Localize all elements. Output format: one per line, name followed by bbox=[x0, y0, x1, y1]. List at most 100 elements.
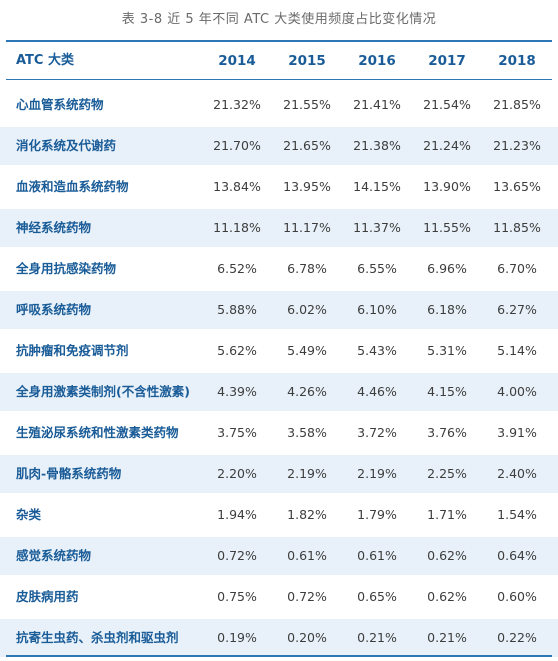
row-value: 13.65% bbox=[493, 179, 541, 194]
row-value: 1.71% bbox=[427, 507, 467, 522]
row-category: 全身用抗感染药物 bbox=[16, 261, 117, 276]
row-category: 生殖泌尿系统和性激素类药物 bbox=[16, 425, 179, 440]
row-value: 11.55% bbox=[423, 220, 471, 235]
row-value: 6.55% bbox=[357, 261, 397, 276]
row-category: 消化系统及代谢药 bbox=[16, 138, 117, 153]
row-value: 2.20% bbox=[217, 466, 257, 481]
row-value: 6.10% bbox=[357, 302, 397, 317]
row-value: 0.62% bbox=[427, 548, 467, 563]
row-value: 0.22% bbox=[497, 630, 537, 645]
row-value: 13.84% bbox=[213, 179, 261, 194]
table-header-row: ATC 大类 2014 2015 2016 2017 2018 bbox=[0, 42, 558, 80]
row-value: 4.26% bbox=[287, 384, 327, 399]
table-row: 肌肉-骨骼系统药物 2.20% 2.19% 2.19% 2.25% 2.40% bbox=[0, 455, 558, 493]
row-value: 14.15% bbox=[353, 179, 401, 194]
row-value: 3.58% bbox=[287, 425, 327, 440]
row-value: 21.55% bbox=[283, 97, 331, 112]
row-value: 21.38% bbox=[353, 138, 401, 153]
row-value: 6.52% bbox=[217, 261, 257, 276]
header-year: 2016 bbox=[358, 53, 396, 69]
table-row: 杂类 1.94% 1.82% 1.79% 1.71% 1.54% bbox=[0, 496, 558, 534]
table-row: 呼吸系统药物 5.88% 6.02% 6.10% 6.18% 6.27% bbox=[0, 291, 558, 329]
row-category: 杂类 bbox=[16, 507, 42, 522]
table-row: 心血管系统药物 21.32% 21.55% 21.41% 21.54% 21.85% bbox=[0, 86, 558, 124]
row-value: 5.31% bbox=[427, 343, 467, 358]
row-value: 21.65% bbox=[283, 138, 331, 153]
row-value: 0.61% bbox=[357, 548, 397, 563]
row-value: 13.90% bbox=[423, 179, 471, 194]
row-value: 4.00% bbox=[497, 384, 537, 399]
row-category: 神经系统药物 bbox=[16, 220, 92, 235]
row-value: 21.41% bbox=[353, 97, 401, 112]
table-row: 感觉系统药物 0.72% 0.61% 0.61% 0.62% 0.64% bbox=[0, 537, 558, 575]
row-value: 6.02% bbox=[287, 302, 327, 317]
table-row: 血液和造血系统药物 13.84% 13.95% 14.15% 13.90% 13.65% bbox=[0, 168, 558, 206]
row-value: 11.85% bbox=[493, 220, 541, 235]
header-year: 2018 bbox=[498, 53, 536, 69]
row-value: 3.91% bbox=[497, 425, 537, 440]
row-value: 5.62% bbox=[217, 343, 257, 358]
row-value: 0.21% bbox=[357, 630, 397, 645]
row-value: 0.60% bbox=[497, 589, 537, 604]
row-value: 5.49% bbox=[287, 343, 327, 358]
row-value: 6.96% bbox=[427, 261, 467, 276]
row-value: 1.82% bbox=[287, 507, 327, 522]
row-category: 抗寄生虫药、杀虫剂和驱虫剂 bbox=[16, 630, 179, 645]
table-row: 全身用激素类制剂(不含性激素) 4.39% 4.26% 4.46% 4.15% 4.00% bbox=[0, 373, 558, 411]
row-category: 全身用激素类制剂(不含性激素) bbox=[16, 384, 190, 399]
table-row: 皮肤病用药 0.75% 0.72% 0.65% 0.62% 0.60% bbox=[0, 578, 558, 616]
row-value: 0.72% bbox=[217, 548, 257, 563]
row-value: 3.75% bbox=[217, 425, 257, 440]
row-value: 1.54% bbox=[497, 507, 537, 522]
row-value: 0.65% bbox=[357, 589, 397, 604]
row-value: 2.19% bbox=[287, 466, 327, 481]
row-value: 2.40% bbox=[497, 466, 537, 481]
row-value: 0.61% bbox=[287, 548, 327, 563]
row-value: 0.20% bbox=[287, 630, 327, 645]
row-value: 11.18% bbox=[213, 220, 261, 235]
row-value: 5.43% bbox=[357, 343, 397, 358]
row-value: 6.78% bbox=[287, 261, 327, 276]
row-category: 心血管系统药物 bbox=[16, 97, 104, 112]
row-value: 0.62% bbox=[427, 589, 467, 604]
row-value: 1.94% bbox=[217, 507, 257, 522]
table-row: 全身用抗感染药物 6.52% 6.78% 6.55% 6.96% 6.70% bbox=[0, 250, 558, 288]
row-value: 0.19% bbox=[217, 630, 257, 645]
row-value: 6.70% bbox=[497, 261, 537, 276]
row-value: 1.79% bbox=[357, 507, 397, 522]
row-category: 呼吸系统药物 bbox=[16, 302, 92, 317]
header-year: 2015 bbox=[288, 53, 326, 69]
row-value: 0.64% bbox=[497, 548, 537, 563]
table-bottom-rule bbox=[6, 655, 552, 657]
table-row: 生殖泌尿系统和性激素类药物 3.75% 3.58% 3.72% 3.76% 3.91% bbox=[0, 414, 558, 452]
row-value: 3.72% bbox=[357, 425, 397, 440]
table-row: 神经系统药物 11.18% 11.17% 11.37% 11.55% 11.85% bbox=[0, 209, 558, 247]
row-value: 11.17% bbox=[283, 220, 331, 235]
row-value: 13.95% bbox=[283, 179, 331, 194]
row-value: 11.37% bbox=[353, 220, 401, 235]
header-year: 2017 bbox=[428, 53, 466, 69]
row-category: 感觉系统药物 bbox=[16, 548, 92, 563]
row-value: 4.46% bbox=[357, 384, 397, 399]
row-value: 21.70% bbox=[213, 138, 261, 153]
table-row: 抗寄生虫药、杀虫剂和驱虫剂 0.19% 0.20% 0.21% 0.21% 0.22% bbox=[0, 619, 558, 657]
row-category: 抗肿瘤和免疫调节剂 bbox=[16, 343, 129, 358]
row-value: 21.54% bbox=[423, 97, 471, 112]
row-value: 3.76% bbox=[427, 425, 467, 440]
row-value: 5.14% bbox=[497, 343, 537, 358]
table-row: 抗肿瘤和免疫调节剂 5.62% 5.49% 5.43% 5.31% 5.14% bbox=[0, 332, 558, 370]
row-value: 21.24% bbox=[423, 138, 471, 153]
row-value: 21.85% bbox=[493, 97, 541, 112]
row-value: 4.15% bbox=[427, 384, 467, 399]
table-header-rule bbox=[6, 79, 552, 80]
row-value: 21.23% bbox=[493, 138, 541, 153]
row-value: 21.32% bbox=[213, 97, 261, 112]
header-category: ATC 大类 bbox=[16, 53, 74, 68]
row-category: 皮肤病用药 bbox=[16, 589, 79, 604]
row-value: 2.19% bbox=[357, 466, 397, 481]
table-row: 消化系统及代谢药 21.70% 21.65% 21.38% 21.24% 21.23% bbox=[0, 127, 558, 165]
row-value: 5.88% bbox=[217, 302, 257, 317]
row-value: 2.25% bbox=[427, 466, 467, 481]
row-value: 0.75% bbox=[217, 589, 257, 604]
table-top-rule bbox=[6, 40, 552, 42]
